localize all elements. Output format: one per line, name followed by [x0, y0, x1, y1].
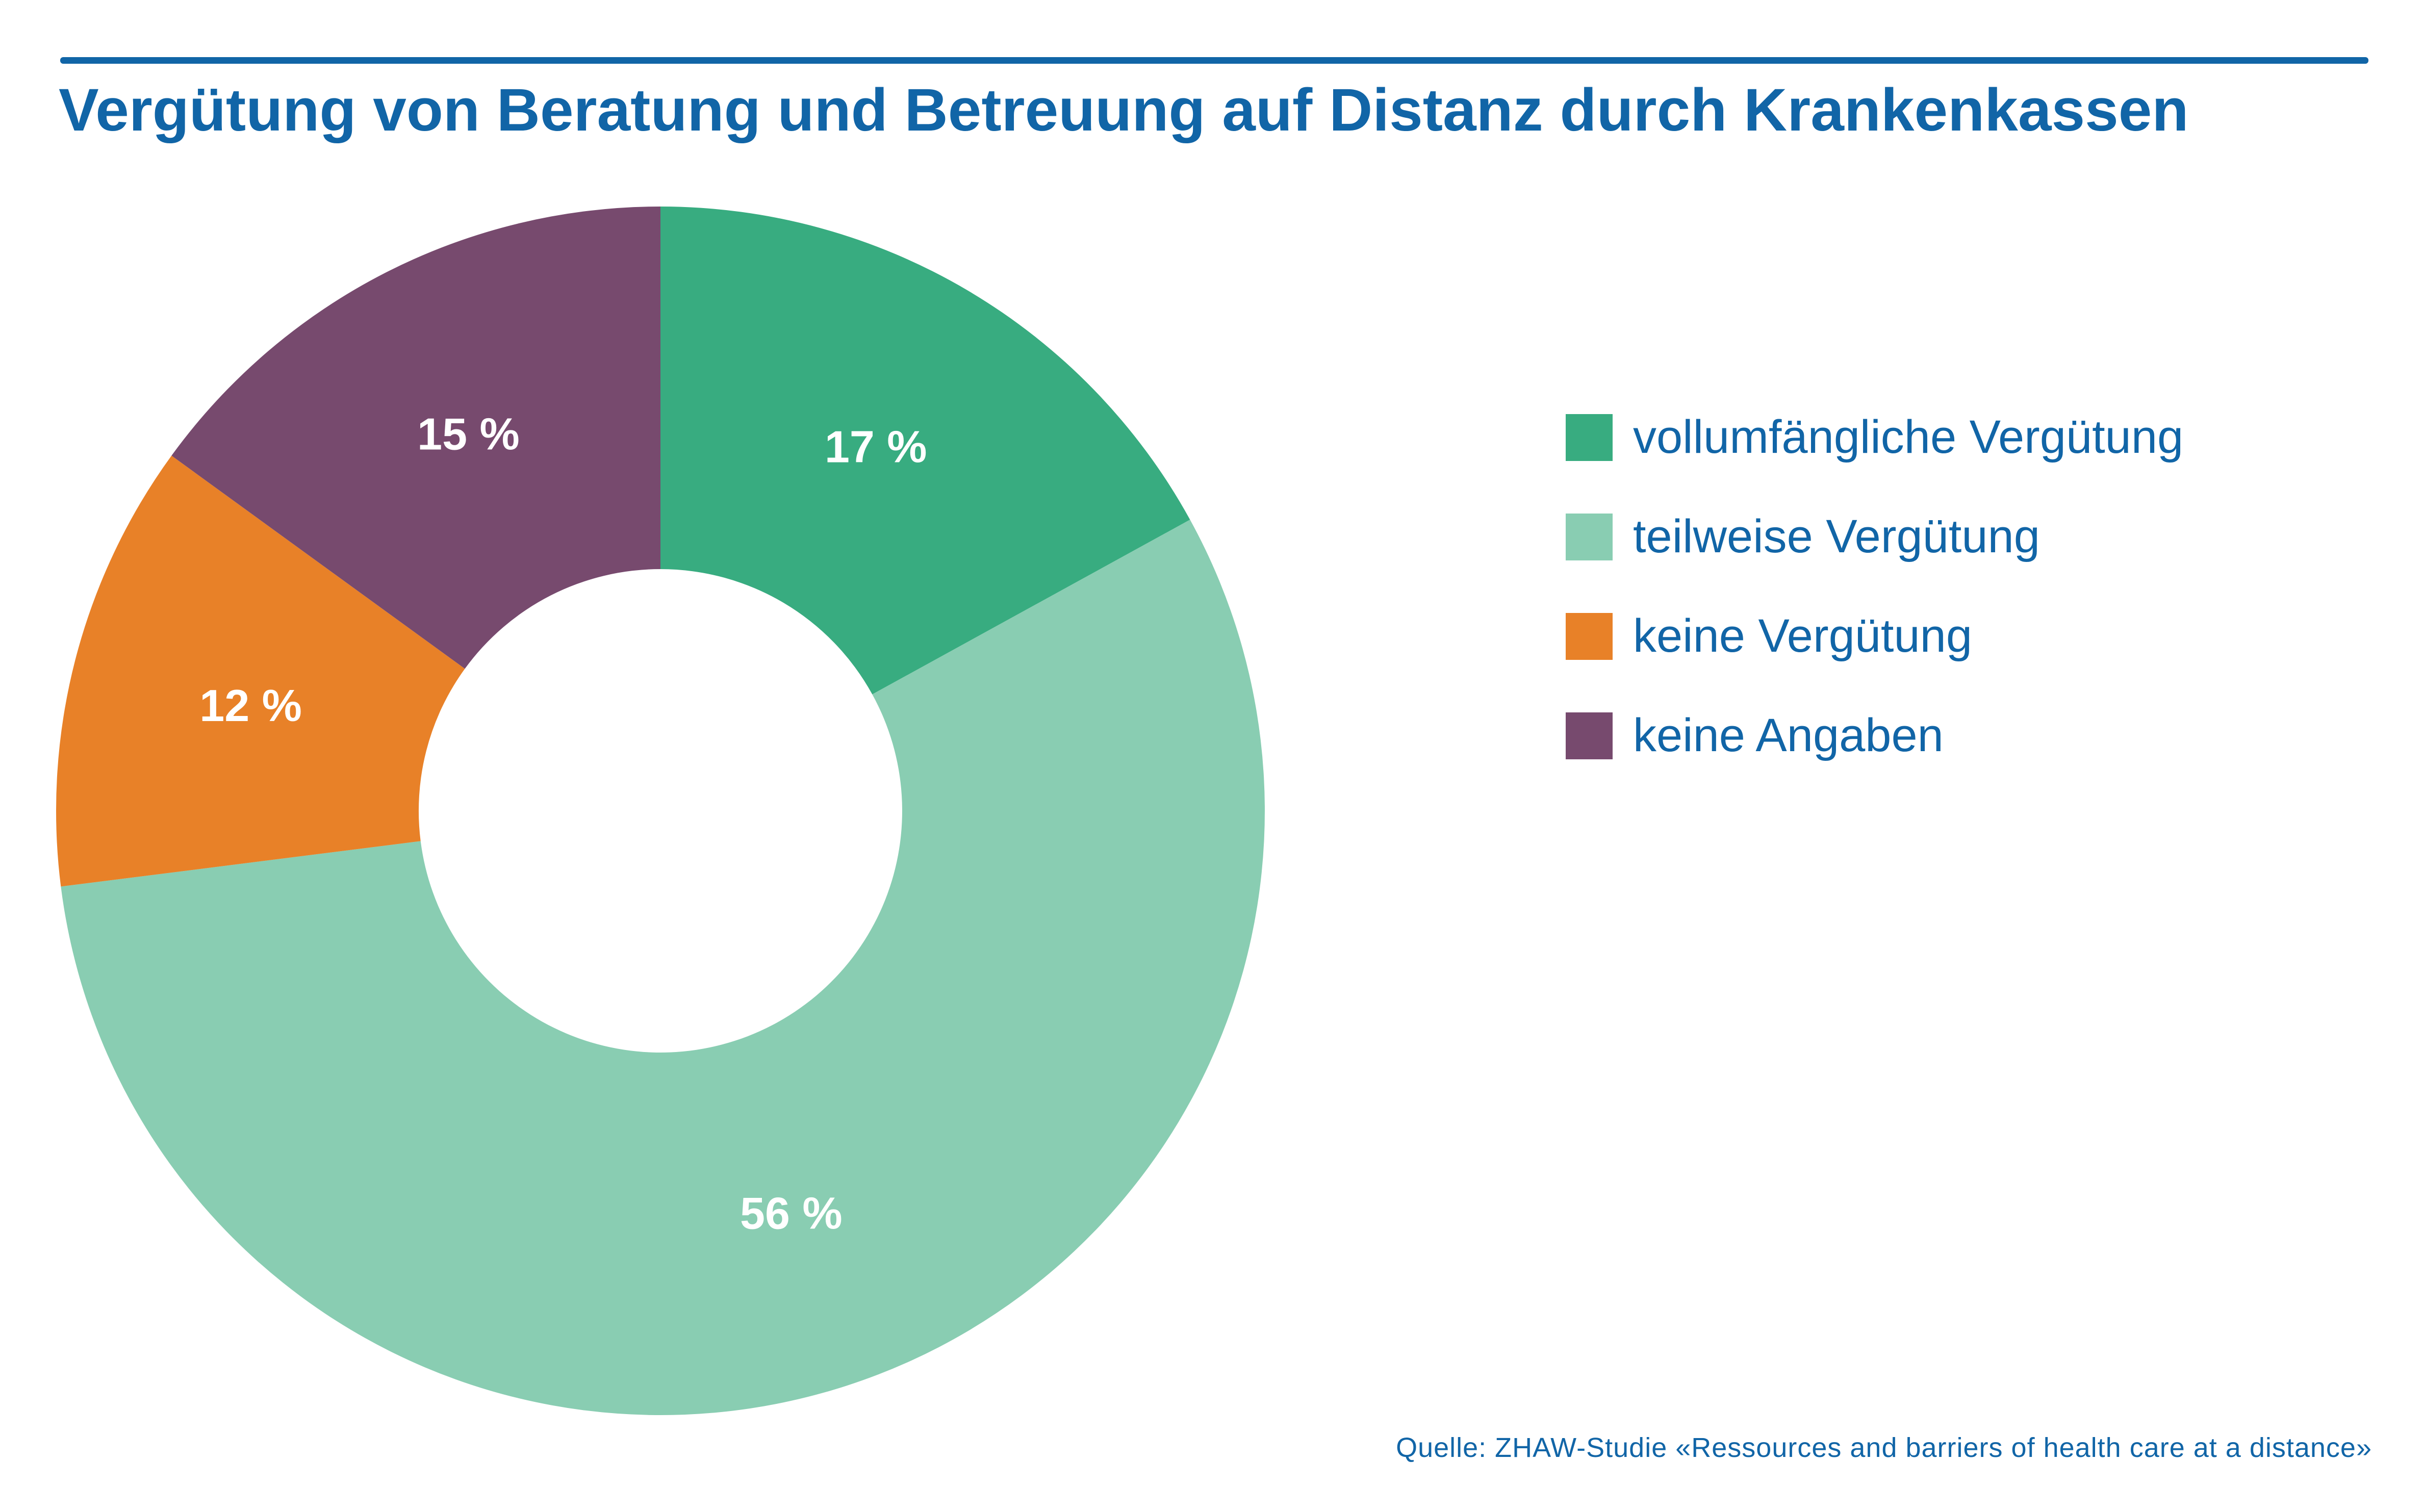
slice-label-keine-verguetung: 12 %	[199, 680, 302, 731]
legend-label-vollumfaengliche-verguetung: vollumfängliche Vergütung	[1633, 411, 2184, 463]
legend-swatch-keine-angaben	[1566, 712, 1613, 759]
source-note: Quelle: ZHAW-Studie «Ressources and barr…	[1396, 1432, 2372, 1463]
top-rule	[60, 57, 2368, 64]
legend-item-keine-angaben: keine Angaben	[1566, 686, 2183, 785]
legend-swatch-keine-verguetung	[1566, 612, 1613, 660]
legend: vollumfängliche Vergütung teilweise Verg…	[1566, 388, 2183, 785]
slice-teilweise-verguetung	[61, 520, 1265, 1416]
legend-label-keine-verguetung: keine Vergütung	[1633, 610, 1972, 662]
legend-swatch-vollumfaengliche-verguetung	[1566, 414, 1613, 461]
chart-title: Vergütung von Beratung und Betreuung auf…	[59, 76, 2189, 144]
slice-keine-verguetung	[56, 455, 465, 887]
legend-label-teilweise-verguetung: teilweise Vergütung	[1633, 510, 2040, 562]
slice-label-vollumfaengliche-verguetung: 17 %	[825, 422, 927, 472]
legend-item-teilweise-verguetung: teilweise Vergütung	[1566, 487, 2183, 586]
slice-label-keine-angaben: 15 %	[417, 408, 520, 459]
legend-label-keine-angaben: keine Angaben	[1633, 709, 1944, 761]
slice-label-teilweise-verguetung: 56 %	[740, 1188, 843, 1238]
legend-item-keine-verguetung: keine Vergütung	[1566, 586, 2183, 686]
legend-item-vollumfaengliche-verguetung: vollumfängliche Vergütung	[1566, 388, 2183, 487]
legend-swatch-teilweise-verguetung	[1566, 513, 1613, 560]
slice-keine-angaben	[171, 206, 661, 669]
slice-vollumfaengliche-verguetung	[660, 207, 1190, 695]
